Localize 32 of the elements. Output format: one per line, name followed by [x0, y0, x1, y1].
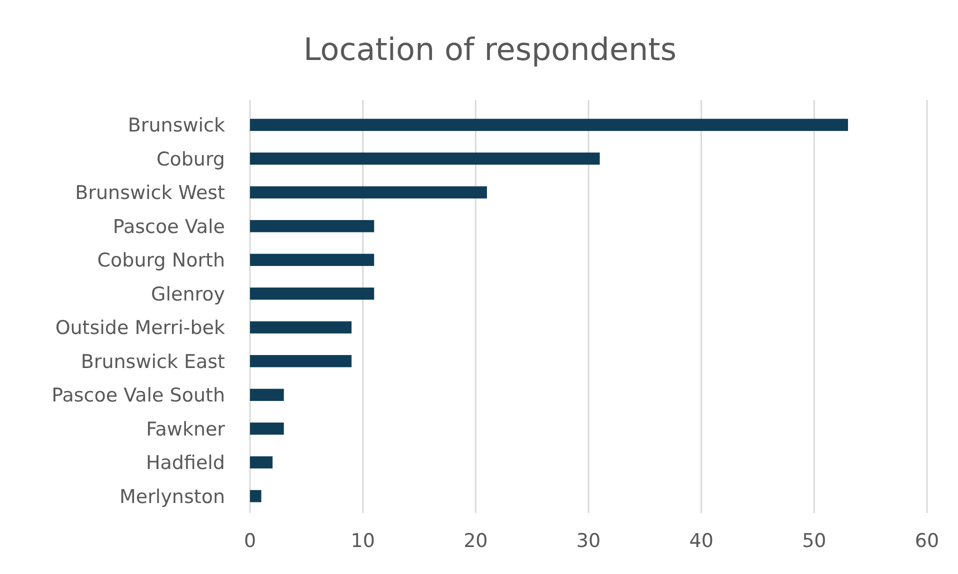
x-tick-label: 20 — [464, 530, 488, 552]
y-tick-label: Coburg North — [97, 250, 225, 272]
y-tick-label: Coburg — [156, 148, 225, 170]
bar — [250, 355, 352, 368]
bar — [250, 422, 284, 435]
bar — [250, 254, 374, 266]
bar — [250, 118, 848, 131]
x-tick-label: 50 — [802, 530, 826, 552]
y-tick-label: Glenroy — [151, 283, 225, 306]
y-tick-label: Brunswick West — [75, 182, 225, 204]
bar — [250, 152, 600, 165]
y-tick-label: Brunswick — [128, 114, 225, 137]
y-tick-label: Merlynston — [120, 486, 225, 508]
y-tick-label: Brunswick East — [80, 350, 225, 373]
x-tick-label: 40 — [689, 530, 714, 552]
bar — [250, 288, 374, 300]
x-tick-label: 0 — [244, 530, 256, 552]
bar — [250, 321, 352, 334]
bar — [250, 490, 262, 502]
x-tick-label: 60 — [914, 530, 940, 552]
chart-title: Location of respondents — [304, 32, 676, 68]
y-tick-label: Pascoe Vale — [112, 216, 225, 238]
bar — [250, 220, 374, 232]
y-tick-label: Pascoe Vale South — [52, 384, 225, 407]
y-tick-label: Fawkner — [146, 418, 226, 440]
y-tick-label: Hadfield — [146, 452, 225, 474]
x-tick-label: 30 — [576, 530, 601, 552]
bar — [250, 456, 273, 468]
x-tick-label: 10 — [350, 530, 375, 552]
y-tick-label: Outside Merri-bek — [55, 317, 225, 340]
bar — [250, 388, 284, 401]
bar — [250, 186, 487, 198]
